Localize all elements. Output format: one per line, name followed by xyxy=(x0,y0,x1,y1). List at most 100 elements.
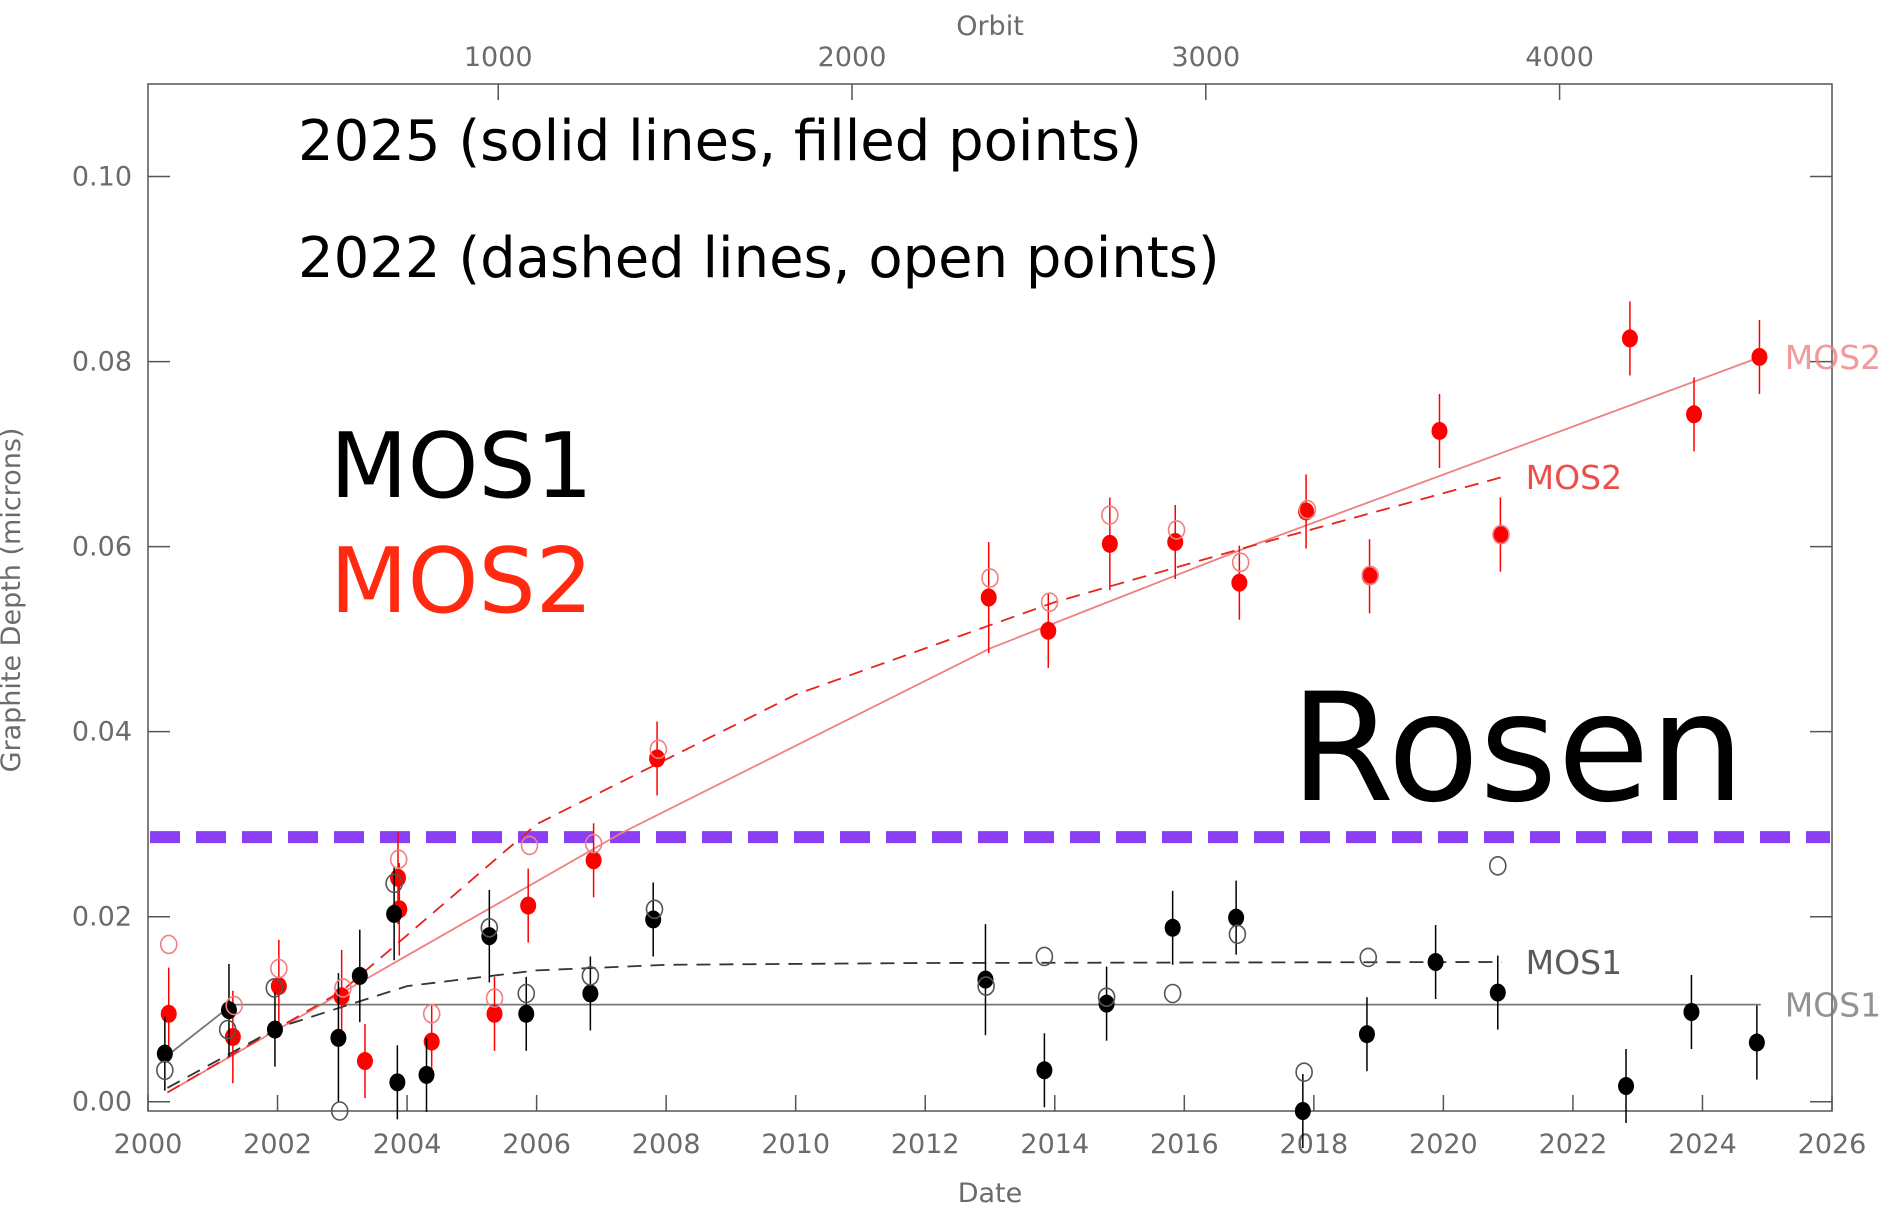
open-point xyxy=(1361,565,1379,586)
fit-label: MOS2 xyxy=(1785,338,1881,377)
filled-point xyxy=(1294,1102,1311,1120)
open-point xyxy=(981,568,999,588)
x-tick-label: 2006 xyxy=(502,1129,571,1160)
open-point xyxy=(389,849,408,870)
filled-point xyxy=(220,1001,237,1020)
x2-tick-label: 4000 xyxy=(1525,42,1594,73)
x-tick-label: 2008 xyxy=(632,1129,701,1160)
filled-point xyxy=(1101,534,1118,553)
filled-point xyxy=(518,1004,535,1023)
open-point xyxy=(1359,947,1378,968)
x2-axis-label: Orbit xyxy=(956,11,1024,42)
y-axis-label: Graphite Depth (microns) xyxy=(0,428,27,773)
filled-point xyxy=(1492,525,1509,544)
open-point xyxy=(385,873,403,894)
fit-label: MOS1 xyxy=(1785,986,1881,1025)
open-point xyxy=(422,1004,441,1024)
open-point xyxy=(225,995,243,1016)
x-axis-label: Date xyxy=(958,1178,1023,1209)
filled-point xyxy=(585,851,602,870)
filled-point xyxy=(390,868,407,887)
filled-point xyxy=(351,966,368,985)
open-point xyxy=(1492,524,1510,545)
fit-label: MOS1 xyxy=(1526,943,1622,982)
filled-point xyxy=(386,904,403,923)
filled-point xyxy=(977,970,994,989)
open-point xyxy=(159,934,178,955)
open-point xyxy=(480,918,499,938)
filled-point xyxy=(1431,421,1448,440)
open-point xyxy=(1228,924,1247,945)
fit-line xyxy=(166,356,1762,1094)
filled-point xyxy=(1618,1077,1635,1096)
filled-point xyxy=(356,1052,373,1071)
filled-point xyxy=(1683,1003,1700,1022)
filled-point xyxy=(1427,953,1444,972)
x-tick-label: 2000 xyxy=(114,1129,183,1160)
open-point xyxy=(1035,946,1054,967)
y-tick-label: 0.10 xyxy=(72,162,132,193)
y-tick-label: 0.08 xyxy=(72,347,132,378)
x-tick-label: 2010 xyxy=(761,1129,830,1160)
open-point xyxy=(1488,856,1507,876)
open-point xyxy=(1231,552,1250,573)
y-tick-label: 0.02 xyxy=(72,902,132,933)
filled-point xyxy=(1098,994,1115,1013)
x2-tick-label: 3000 xyxy=(1171,42,1240,73)
filled-point xyxy=(389,1073,406,1092)
x-tick-label: 2014 xyxy=(1020,1129,1089,1160)
filled-point xyxy=(266,1020,283,1039)
open-point xyxy=(485,988,504,1008)
filled-point xyxy=(1686,405,1703,424)
open-point xyxy=(1298,499,1317,520)
filled-point xyxy=(1036,1061,1053,1080)
y-tick-label: 0.00 xyxy=(72,1087,132,1118)
x-tick-label: 2004 xyxy=(373,1129,442,1160)
filled-point xyxy=(1358,1025,1375,1044)
open-point xyxy=(645,899,664,920)
x-tick-label: 2002 xyxy=(243,1129,312,1160)
open-point xyxy=(520,835,539,856)
filled-point xyxy=(1748,1033,1765,1052)
annotation: MOS1 xyxy=(330,414,593,519)
open-point xyxy=(584,833,603,854)
open-point xyxy=(1295,1062,1313,1082)
x-tick-label: 2018 xyxy=(1279,1129,1348,1160)
plot-frame xyxy=(147,83,1833,1112)
open-point xyxy=(218,1019,237,1040)
filled-point xyxy=(1164,918,1181,937)
fit-label: MOS2 xyxy=(1526,458,1622,497)
y-tick-label: 0.04 xyxy=(72,717,132,748)
filled-point xyxy=(423,1032,440,1051)
filled-point xyxy=(980,588,997,607)
filled-point xyxy=(1751,347,1768,366)
fit-line xyxy=(166,1003,1761,1057)
open-point xyxy=(581,966,600,986)
x-tick-label: 2026 xyxy=(1798,1129,1867,1160)
open-point xyxy=(330,1101,349,1121)
annotation: MOS2 xyxy=(330,529,593,634)
filled-point xyxy=(1040,621,1057,640)
filled-point xyxy=(582,984,599,1003)
filled-point xyxy=(1621,329,1638,348)
annotation: Rosen xyxy=(1290,662,1745,836)
y-tick-label: 0.06 xyxy=(72,532,132,563)
open-point xyxy=(265,978,284,998)
x-tick-label: 2020 xyxy=(1409,1129,1478,1160)
filled-point xyxy=(330,1028,347,1047)
open-point xyxy=(1097,987,1116,1007)
open-point xyxy=(1040,592,1059,612)
open-point xyxy=(270,958,288,979)
open-point xyxy=(156,1060,174,1081)
open-point xyxy=(1167,520,1186,540)
open-point xyxy=(517,983,536,1004)
annotation: 2025 (solid lines, filled points) xyxy=(298,109,1142,174)
filled-point xyxy=(160,1004,177,1023)
filled-point xyxy=(1489,983,1506,1002)
filled-point xyxy=(1231,573,1248,592)
x2-tick-label: 1000 xyxy=(464,42,533,73)
x-tick-label: 2022 xyxy=(1539,1129,1608,1160)
open-point xyxy=(1163,983,1182,1004)
filled-point xyxy=(486,1004,503,1023)
